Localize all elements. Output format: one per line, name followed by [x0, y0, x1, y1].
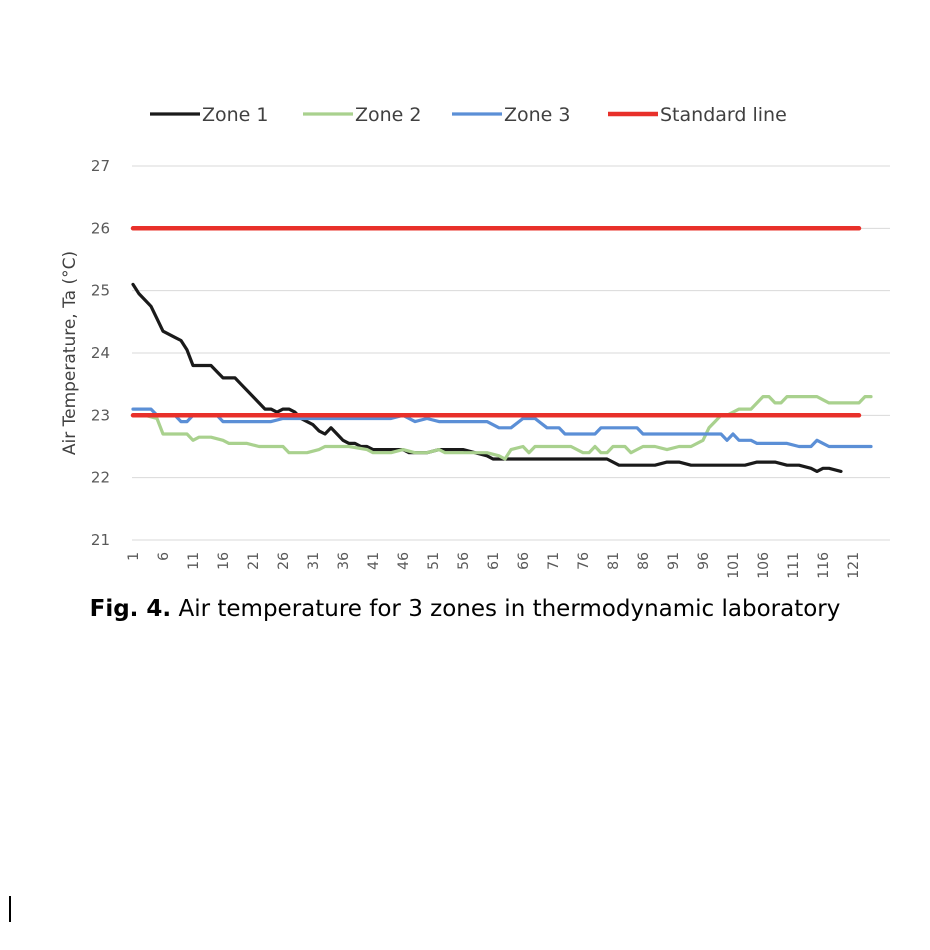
x-tick-label: 76	[576, 552, 592, 570]
x-tick-label: 26	[276, 552, 292, 570]
y-tick-label: 24	[91, 344, 110, 362]
y-tick-label: 27	[91, 157, 110, 175]
x-tick-label: 46	[396, 552, 412, 570]
x-tick-label: 66	[516, 552, 532, 570]
x-tick-label: 116	[816, 552, 832, 579]
x-tick-label: 31	[306, 552, 322, 570]
x-tick-label: 71	[546, 552, 562, 570]
chart-legend: Zone 1 Zone 2 Zone 3 Standard line	[150, 104, 787, 126]
x-tick-label: 6	[156, 552, 172, 561]
legend-item: Zone 1	[150, 104, 269, 126]
y-tick-label: 21	[91, 531, 110, 549]
legend-item: Zone 2	[303, 104, 422, 126]
caption-text: Air temperature for 3 zones in thermodyn…	[178, 596, 841, 622]
y-tick-label: 22	[91, 469, 110, 487]
line-chart: Zone 1 Zone 2 Zone 3 Standard line Air Temp…	[60, 104, 890, 579]
x-tick-label: 41	[366, 552, 382, 570]
x-tick-label: 106	[756, 552, 772, 579]
legend-label: Standard line	[660, 104, 787, 126]
x-tick-label: 56	[456, 552, 472, 570]
x-tick-label: 81	[606, 552, 622, 570]
series-line-zone-1	[131, 282, 843, 473]
gridlines	[132, 165, 890, 541]
y-axis-ticks: 21 22 23 24 25 26 27	[91, 157, 110, 549]
x-tick-label: 96	[696, 552, 712, 570]
series-line-zone-2	[131, 395, 873, 461]
figure-caption: Fig. 4. Air temperature for 3 zones in t…	[0, 596, 930, 622]
legend-label: Zone 2	[355, 104, 422, 126]
x-tick-label: 21	[246, 552, 262, 570]
x-axis-ticks: 1 6 11 16 21 26 31 36 41 46 51 56 61 66 71 76 81 86 91 96 10…	[126, 552, 862, 579]
legend-label: Zone 1	[202, 104, 269, 126]
x-tick-label: 36	[336, 552, 352, 570]
x-tick-label: 86	[636, 552, 652, 570]
x-tick-label: 1	[126, 552, 142, 561]
x-tick-label: 61	[486, 552, 502, 570]
x-tick-label: 111	[786, 552, 802, 579]
caption-label: Fig. 4.	[89, 596, 172, 622]
x-tick-label: 101	[726, 552, 742, 579]
y-tick-label: 26	[91, 219, 110, 237]
x-tick-label: 11	[186, 552, 202, 570]
legend-item: Standard line	[608, 104, 787, 126]
x-tick-label: 121	[846, 552, 862, 579]
text-cursor-mark	[9, 896, 11, 922]
x-tick-label: 91	[666, 552, 682, 570]
series-lines	[130, 226, 873, 473]
x-tick-label: 16	[216, 552, 232, 570]
x-tick-label: 51	[426, 552, 442, 570]
legend-item: Zone 3	[452, 104, 571, 126]
y-axis-label: Air Temperature, Ta (°C)	[60, 251, 80, 455]
legend-label: Zone 3	[504, 104, 571, 126]
y-tick-label: 25	[91, 282, 110, 300]
y-tick-label: 23	[91, 406, 110, 424]
